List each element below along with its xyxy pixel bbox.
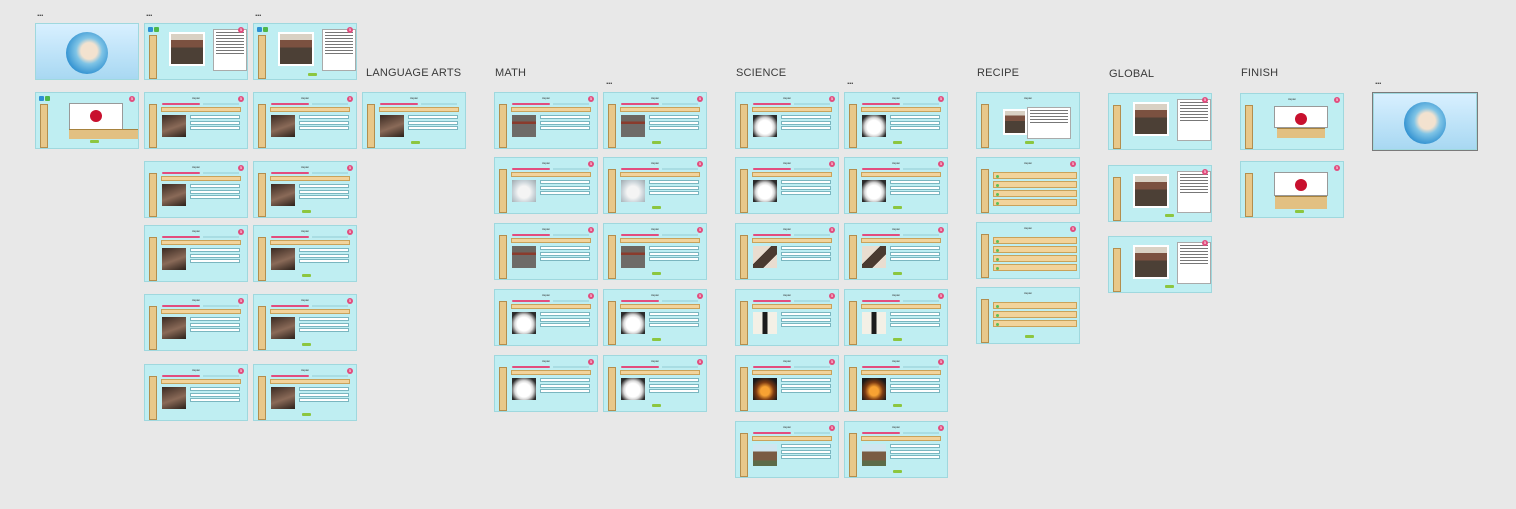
slide-thumbnail[interactable]: 5	[1240, 161, 1344, 218]
slide-thumbnail[interactable]: Japan 5	[735, 223, 839, 280]
slide-thumbnail[interactable]: Japan 5	[253, 161, 357, 218]
slide-thumbnail[interactable]: Japan 5	[253, 92, 357, 149]
badge-icon: 5	[347, 27, 353, 33]
info-bar	[69, 129, 138, 139]
slide-thumbnail[interactable]: 5	[144, 23, 248, 80]
slide-thumbnail[interactable]: Japan 5	[253, 225, 357, 282]
section-finish: FINISH	[1241, 67, 1279, 79]
globe-image	[36, 24, 138, 79]
more-icon[interactable]: ...	[847, 76, 854, 86]
slide-thumbnail[interactable]: Japan 5	[844, 223, 948, 280]
slide-thumbnail[interactable]: Japan 5	[494, 223, 598, 280]
section-math: MATH	[495, 67, 527, 79]
slide-thumbnail[interactable]: Japan 5	[844, 289, 948, 346]
section-language-arts: LANGUAGE ARTS	[366, 67, 462, 79]
slide-thumbnail[interactable]: Japan 5	[144, 225, 248, 282]
flag-icon	[69, 103, 123, 130]
app-icons	[148, 27, 160, 33]
slide-thumbnail[interactable]: Japan 5	[494, 355, 598, 412]
slide-thumbnail[interactable]: Japan 5	[735, 355, 839, 412]
slide-thumbnail[interactable]: Japan 5	[844, 355, 948, 412]
more-icon[interactable]: ...	[37, 8, 44, 18]
slide-thumbnail[interactable]: Japan	[362, 92, 466, 149]
slide-thumbnail[interactable]: Japan 5	[735, 92, 839, 149]
slide-thumbnail[interactable]: Japan 5	[1240, 93, 1344, 150]
flag-icon	[1274, 172, 1328, 196]
slide-thumbnail[interactable]: Japan 5	[494, 157, 598, 214]
slide-thumbnail[interactable]: Japan	[976, 287, 1080, 344]
slide-thumbnail[interactable]: 5	[1108, 236, 1212, 293]
slide-thumbnail[interactable]	[1372, 92, 1478, 151]
slide-thumbnail[interactable]	[35, 23, 139, 80]
flag-icon	[1274, 106, 1328, 128]
slide-thumbnail[interactable]: Japan 5	[603, 92, 707, 149]
slide-thumbnail[interactable]: Japan 5	[253, 294, 357, 351]
badge-icon: 5	[238, 27, 244, 33]
slide-thumbnail[interactable]: Japan 5	[844, 421, 948, 478]
slide-sidebar	[258, 35, 266, 79]
slide-sidebar	[149, 35, 157, 79]
section-global: GLOBAL	[1109, 68, 1155, 80]
info-bar	[1277, 128, 1325, 138]
slide-thumbnail[interactable]: 5	[253, 23, 357, 80]
slide-thumbnail[interactable]: Japan 5	[603, 157, 707, 214]
slide-thumbnail[interactable]: Japan 5	[144, 161, 248, 218]
app-icons	[257, 27, 269, 33]
slide-thumbnail[interactable]: Japan 5	[976, 222, 1080, 279]
photo	[169, 32, 205, 66]
slide-thumbnail[interactable]: Japan 5	[144, 294, 248, 351]
section-science: SCIENCE	[736, 67, 787, 79]
slide-thumbnail[interactable]: Japan 5	[735, 421, 839, 478]
slide-thumbnail[interactable]: Japan 5	[603, 289, 707, 346]
next-button[interactable]	[308, 73, 317, 76]
slide-thumbnail[interactable]: Japan	[976, 92, 1080, 149]
slide-thumbnail[interactable]: Japan 5	[844, 92, 948, 149]
app-icons	[39, 96, 51, 102]
slide-thumbnail[interactable]: 5	[1108, 165, 1212, 222]
next-button[interactable]	[90, 140, 99, 143]
photo	[1003, 109, 1027, 135]
slide-thumbnail[interactable]: 5	[35, 92, 139, 149]
slide-thumbnail[interactable]: Japan 5	[603, 355, 707, 412]
globe-image	[1374, 94, 1476, 149]
slide-thumbnail[interactable]: Japan 5	[976, 157, 1080, 214]
slide-thumbnail[interactable]: Japan 5	[844, 157, 948, 214]
slide-thumbnail[interactable]: Japan 5	[494, 289, 598, 346]
info-bar	[1275, 196, 1327, 209]
badge-icon: 5	[129, 96, 135, 102]
slide-sidebar	[40, 104, 48, 148]
slide-thumbnail[interactable]: Japan 5	[144, 364, 248, 421]
more-icon[interactable]: ...	[255, 8, 262, 18]
slide-thumbnail[interactable]: Japan 5	[144, 92, 248, 149]
slide-thumbnail[interactable]: 5	[1108, 93, 1212, 150]
slide-thumbnail[interactable]: Japan 5	[603, 223, 707, 280]
slide-thumbnail[interactable]: Japan 5	[253, 364, 357, 421]
text-page	[322, 29, 356, 71]
more-icon[interactable]: ...	[146, 8, 153, 18]
photo	[278, 32, 314, 66]
text-page	[213, 29, 247, 71]
more-icon[interactable]: ...	[1375, 76, 1382, 86]
slide-thumbnail[interactable]: Japan 5	[735, 157, 839, 214]
slide-thumbnail[interactable]: Japan 5	[735, 289, 839, 346]
slide-thumbnail[interactable]: Japan 5	[494, 92, 598, 149]
more-icon[interactable]: ...	[606, 76, 613, 86]
recipe-card	[1027, 107, 1071, 139]
section-recipe: RECIPE	[977, 67, 1020, 79]
